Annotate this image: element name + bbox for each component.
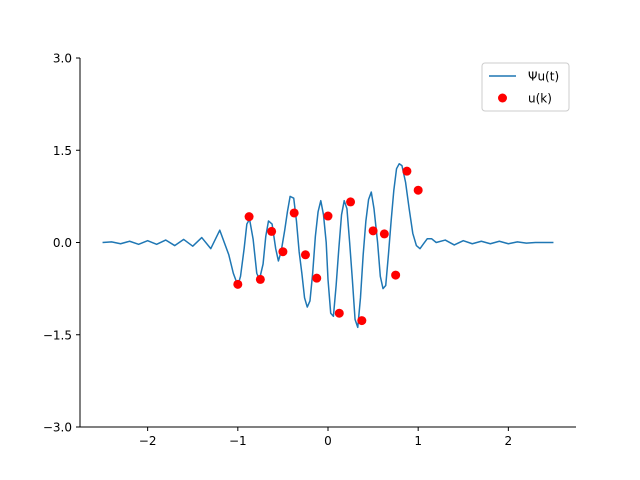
x-tick-label: 0 [324, 434, 332, 448]
y-tick-label: −3.0 [43, 421, 72, 435]
scatter-point-u-k [413, 185, 423, 195]
legend-marker-swatch [498, 93, 507, 103]
scatter-point-u-k [244, 212, 254, 222]
scatter-point-u-k [233, 279, 243, 289]
scatter-point-u-k [267, 226, 277, 236]
x-ticks: −2 −1 0 1 2 [139, 427, 512, 448]
scatter-point-u-k [278, 247, 288, 257]
scatter-point-u-k [334, 308, 344, 318]
scatter-point-u-k [300, 250, 310, 260]
scatter-point-u-k [323, 211, 333, 221]
scatter-point-u-k [391, 270, 401, 280]
x-tick-label: 1 [414, 434, 422, 448]
legend-label-series-2: u(k) [528, 92, 552, 106]
legend: Ψu(t) u(k) [481, 62, 570, 112]
plot-area [102, 163, 554, 329]
scatter-point-u-k [357, 316, 367, 326]
y-tick-label: 1.5 [53, 144, 72, 158]
scatter-point-u-k [289, 208, 299, 218]
scatter-point-u-k [402, 166, 412, 176]
y-tick-label: −1.5 [43, 328, 72, 342]
scatter-point-u-k [312, 273, 322, 283]
legend-label-series-1: Ψu(t) [528, 70, 559, 84]
y-ticks: 3.0 1.5 0.0 −1.5 −3.0 [43, 52, 80, 435]
x-tick-label: 2 [505, 434, 513, 448]
x-tick-label: −2 [139, 434, 157, 448]
scatter-point-u-k [379, 229, 389, 239]
y-tick-label: 0.0 [53, 236, 72, 250]
scatter-point-u-k [368, 226, 378, 236]
x-tick-label: −1 [229, 434, 247, 448]
series-line-psi-u [102, 163, 554, 329]
y-tick-label: 3.0 [53, 52, 72, 66]
scatter-point-u-k [346, 197, 356, 207]
scatter-point-u-k [255, 274, 265, 284]
